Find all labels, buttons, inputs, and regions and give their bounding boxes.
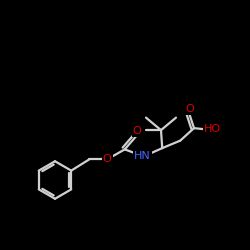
Text: HN: HN bbox=[134, 150, 151, 160]
Text: O: O bbox=[133, 126, 141, 136]
Text: O: O bbox=[103, 154, 112, 164]
Text: O: O bbox=[185, 104, 194, 114]
Text: HO: HO bbox=[204, 124, 221, 134]
